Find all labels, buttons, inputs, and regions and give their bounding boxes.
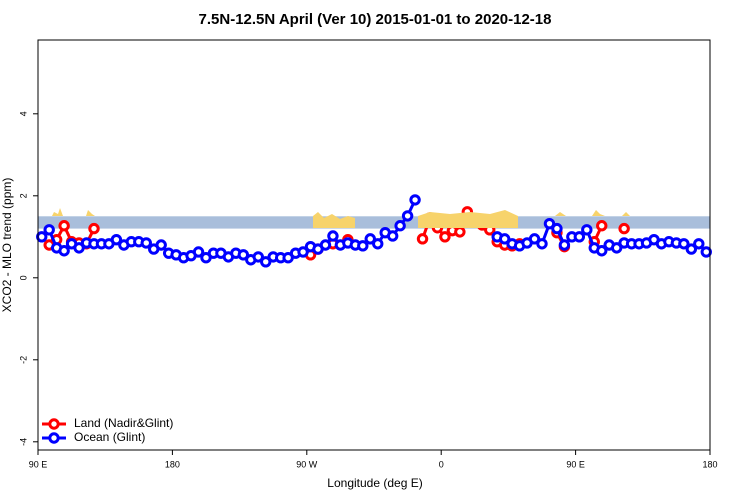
plot-area — [36, 194, 712, 268]
x-axis-title: Longitude (deg E) — [327, 476, 422, 490]
data-point — [43, 224, 55, 236]
data-point — [110, 233, 123, 246]
x-tick-label: 90 E — [29, 459, 48, 469]
data-point — [498, 233, 511, 245]
data-point — [409, 194, 421, 206]
data-point — [140, 237, 152, 249]
data-point — [386, 230, 399, 242]
y-tick-label: 2 — [18, 193, 28, 198]
x-tick-label: 0 — [439, 459, 444, 469]
data-point — [237, 249, 250, 261]
y-tick-label: -4 — [18, 438, 28, 446]
data-point — [610, 242, 623, 254]
data-point — [581, 224, 593, 236]
land-shading — [52, 208, 630, 228]
data-point — [678, 238, 690, 250]
legend-marker — [48, 418, 60, 430]
y-tick-label: -2 — [18, 356, 28, 364]
legend-marker — [48, 432, 60, 444]
data-point — [693, 238, 705, 250]
data-point — [297, 246, 309, 258]
reference-band — [38, 216, 710, 229]
data-point — [58, 245, 70, 257]
y-axis-title: XCO2 - MLO trend (ppm) — [0, 178, 14, 313]
data-point — [558, 239, 571, 251]
data-point — [573, 231, 586, 243]
data-point — [439, 231, 451, 243]
data-point — [319, 239, 332, 251]
x-tick-label: 180 — [165, 459, 180, 469]
data-point — [394, 220, 406, 232]
y-tick-label: 0 — [18, 275, 28, 280]
x-tick-label: 90 E — [566, 459, 585, 469]
data-point — [73, 242, 85, 254]
legend-label: Ocean (Glint) — [74, 430, 145, 444]
data-point — [192, 246, 205, 258]
data-point — [58, 220, 70, 232]
data-point — [36, 231, 48, 243]
y-tick-label: 4 — [18, 111, 28, 116]
data-point — [543, 217, 556, 230]
data-point — [260, 256, 272, 268]
data-point — [155, 239, 167, 251]
data-point — [252, 251, 264, 263]
chart-title: 7.5N-12.5N April (Ver 10) 2015-01-01 to … — [199, 11, 552, 28]
data-point — [596, 220, 608, 232]
data-point — [700, 246, 712, 258]
data-point — [357, 240, 369, 252]
data-point — [596, 245, 608, 257]
data-point — [551, 222, 563, 235]
x-tick-label: 90 W — [296, 459, 318, 469]
data-point — [528, 233, 541, 245]
data-point — [372, 238, 384, 250]
data-point — [327, 230, 339, 242]
data-point — [401, 210, 414, 222]
data-point — [364, 233, 376, 245]
x-tick-label: 180 — [702, 459, 717, 469]
plot-frame — [37, 39, 711, 451]
data-point — [88, 222, 100, 235]
data-point — [416, 233, 429, 245]
data-point — [454, 226, 466, 238]
legend-label: Land (Nadir&Glint) — [74, 416, 173, 430]
data-point — [618, 222, 630, 235]
data-point — [536, 238, 548, 250]
data-point — [685, 243, 698, 255]
